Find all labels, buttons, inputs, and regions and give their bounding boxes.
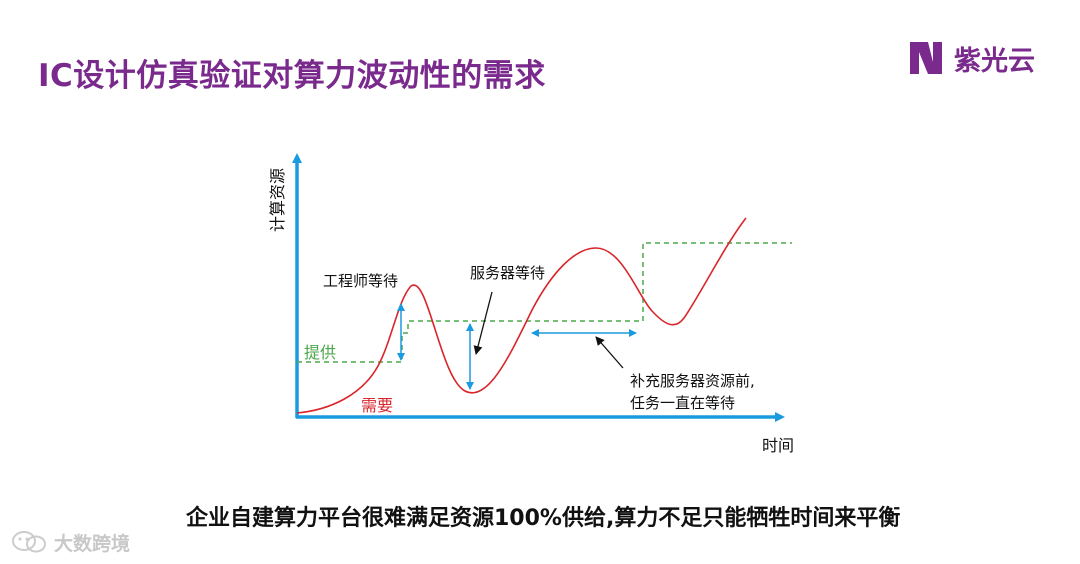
demand-label: 需要 bbox=[361, 396, 393, 415]
unisoc-cloud-logo-icon bbox=[910, 42, 942, 74]
brand-logo: 紫光云 bbox=[908, 38, 1035, 78]
x-axis-label: 时间 bbox=[762, 436, 794, 455]
engineer-wait-label: 工程师等待 bbox=[323, 272, 398, 290]
page-title: IC设计仿真验证对算力波动性的需求 bbox=[38, 58, 546, 94]
watermark: 大数跨境 bbox=[10, 527, 130, 557]
watermark-text: 大数跨境 bbox=[54, 532, 131, 555]
summary-caption: 企业自建算力平台很难满足资源100%供给,算力不足只能牺牲时间来平衡 bbox=[186, 506, 901, 531]
demand-curve bbox=[296, 217, 747, 414]
server-wait-label: 服务器等待 bbox=[470, 264, 545, 282]
task-wait-label-line2: 任务一直在等待 bbox=[630, 394, 735, 412]
task-wait-label-line1: 补充服务器资源前, bbox=[630, 372, 755, 390]
logo-text: 紫光云 bbox=[954, 45, 1035, 77]
task-wait-pointer bbox=[595, 336, 624, 369]
server-wait-pointer bbox=[473, 291, 493, 355]
wechat-logo-icon bbox=[12, 531, 46, 553]
supply-label: 提供 bbox=[304, 343, 336, 362]
y-axis-label: 计算资源 bbox=[268, 168, 287, 232]
